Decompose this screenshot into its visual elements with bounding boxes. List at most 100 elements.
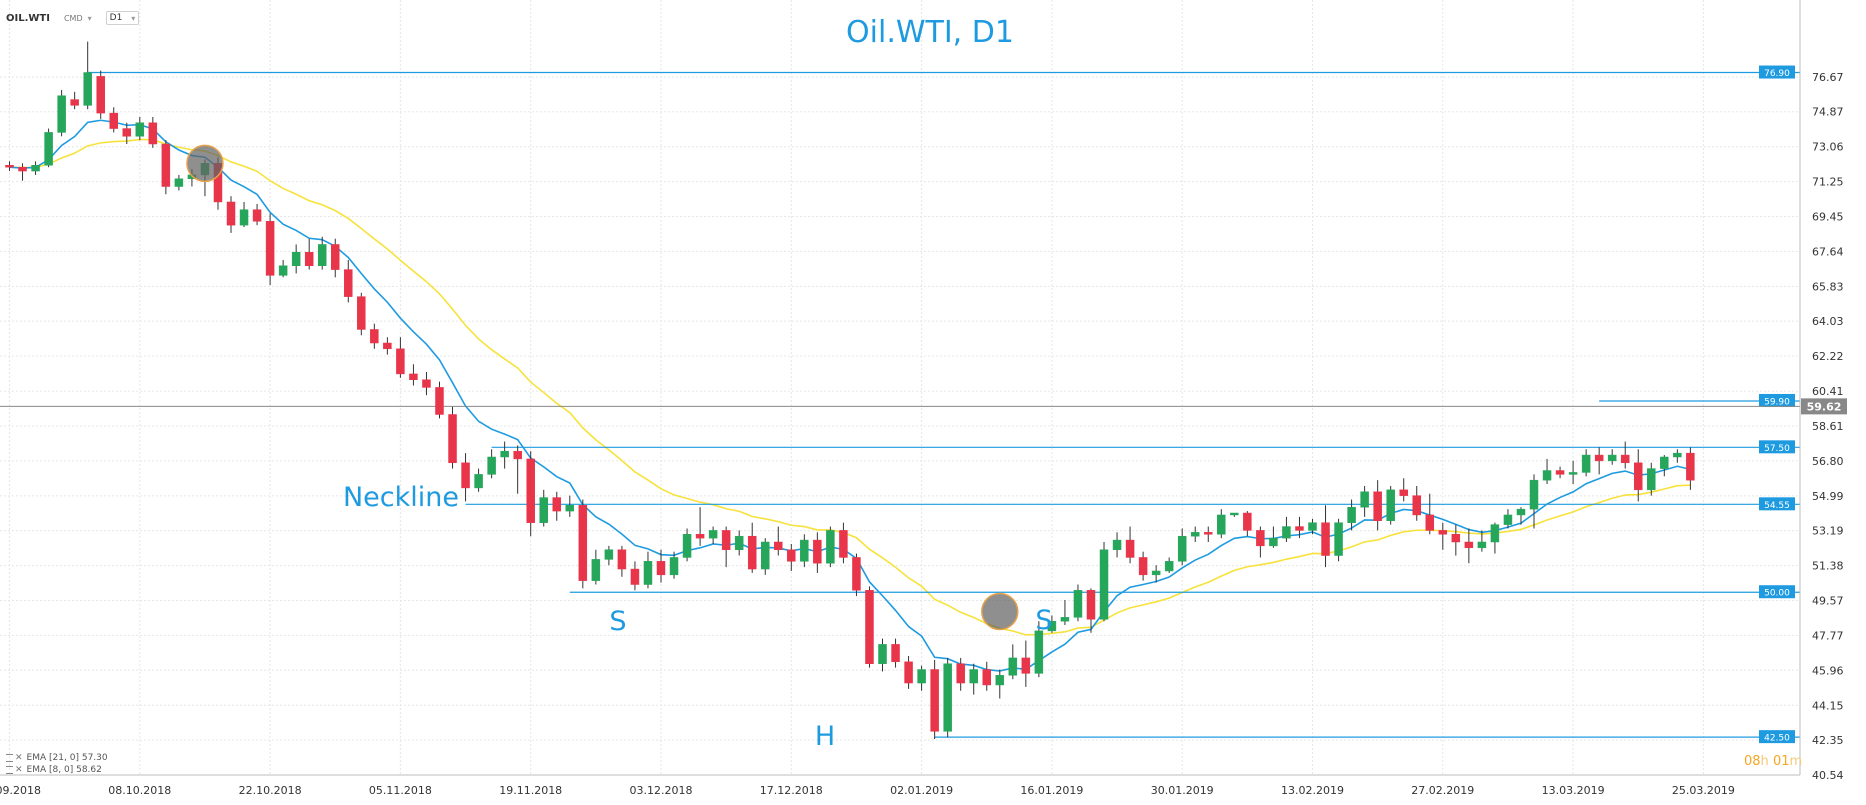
candle[interactable] [5,161,14,172]
candle[interactable] [617,545,627,577]
candle[interactable] [122,122,132,145]
candle[interactable] [643,551,653,589]
candle[interactable] [1568,460,1578,485]
candle[interactable] [1412,485,1421,521]
candle[interactable] [161,140,171,195]
candle[interactable] [409,364,418,386]
candle[interactable] [956,657,965,691]
candle[interactable] [578,499,588,589]
candle[interactable] [1034,621,1044,678]
candle[interactable] [1620,441,1630,469]
candle[interactable] [448,406,457,469]
candle[interactable] [370,323,379,349]
candle[interactable] [747,522,757,573]
candle[interactable] [1464,528,1474,564]
candle[interactable] [1542,458,1552,485]
mode-selector[interactable]: CMD [63,13,83,23]
candle[interactable] [1164,557,1174,573]
candle[interactable] [148,116,158,148]
candle[interactable] [44,128,53,168]
legend-row-ema21[interactable]: ✕ EMA [21, 0] 57.30 [6,752,108,764]
candle[interactable] [734,530,744,556]
candle[interactable] [226,196,236,233]
candle[interactable] [1347,499,1356,531]
candle[interactable] [1490,522,1500,554]
candle[interactable] [1282,516,1291,543]
candle[interactable] [461,453,470,502]
candle[interactable] [656,549,666,583]
candle[interactable] [1607,449,1617,465]
candle[interactable] [682,528,692,562]
candle[interactable] [1334,518,1343,562]
candle[interactable] [552,491,562,521]
candle[interactable] [1125,526,1135,564]
candle[interactable] [396,337,405,378]
candle[interactable] [109,107,118,133]
candle[interactable] [774,526,783,556]
candle[interactable] [721,526,731,568]
candle[interactable] [344,259,353,303]
candle[interactable] [1399,478,1408,502]
chevron-down-icon[interactable]: ▾ [87,13,92,23]
candle[interactable] [1634,449,1643,502]
candle[interactable] [1386,485,1395,525]
candle[interactable] [96,70,105,119]
candle[interactable] [800,534,809,568]
candle[interactable] [135,116,145,141]
candle[interactable] [317,236,327,270]
candle[interactable] [1438,522,1448,550]
candle[interactable] [304,238,314,270]
candle[interactable] [995,669,1005,699]
candle[interactable] [1204,526,1213,543]
candle[interactable] [383,337,392,355]
candle[interactable] [435,381,444,419]
candle[interactable] [1529,474,1539,529]
candle[interactable] [1321,505,1330,568]
candle[interactable] [278,259,288,278]
candle[interactable] [878,638,887,672]
candle[interactable] [669,551,679,579]
candle[interactable] [1594,447,1604,475]
candle[interactable] [1073,584,1083,622]
candle[interactable] [565,495,575,517]
candle[interactable] [1673,449,1682,463]
candle[interactable] [930,659,939,740]
candle[interactable] [1086,588,1096,633]
candle[interactable] [1425,493,1435,535]
candle[interactable] [422,371,431,396]
candle[interactable] [591,549,601,585]
candle[interactable] [1151,565,1161,583]
candle[interactable] [1555,466,1565,479]
indicator-settings-icon[interactable] [6,766,13,774]
candle[interactable] [1138,551,1148,581]
candle[interactable] [982,661,991,691]
symbol-label[interactable]: OIL.WTI [6,12,50,24]
close-icon[interactable]: ✕ [15,765,23,775]
candle[interactable] [813,532,822,573]
candle[interactable] [1503,509,1513,529]
candle[interactable] [174,174,184,191]
candle[interactable] [1360,485,1369,517]
candle[interactable] [1581,449,1591,477]
candle[interactable] [1099,542,1109,622]
legend-row-ema8[interactable]: ✕ EMA [8, 0] 58.62 [6,764,108,776]
candle[interactable] [1256,526,1265,558]
candle[interactable] [18,163,27,181]
candle[interactable] [1686,447,1695,490]
candle[interactable] [357,292,366,336]
candle[interactable] [943,657,952,738]
candle[interactable] [1647,462,1656,496]
candle[interactable] [239,201,249,228]
candle[interactable] [487,449,496,479]
candle[interactable] [904,655,913,689]
candle[interactable] [1230,512,1239,517]
candle[interactable] [760,538,770,575]
candle[interactable] [291,244,301,274]
candle[interactable] [1243,511,1252,537]
candle[interactable] [1308,518,1317,535]
candle[interactable] [513,445,522,494]
indicator-settings-icon[interactable] [6,754,13,762]
candle[interactable] [1177,528,1187,566]
close-icon[interactable]: ✕ [15,753,23,763]
